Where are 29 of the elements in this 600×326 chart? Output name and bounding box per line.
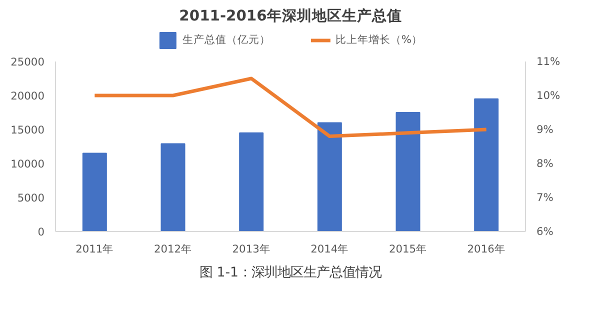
y-tick-label: 10000: [10, 158, 45, 170]
y-tick-label: 5000: [17, 192, 45, 204]
x-tick-label: 2014年: [310, 242, 349, 256]
bar: [160, 143, 186, 232]
bar: [317, 122, 342, 232]
chart-title: 2011-2016年深圳地区生产总值: [179, 8, 402, 24]
legend-label: 生产总值（亿元）: [182, 33, 270, 47]
caption: 图 1-1：深圳地区生产总值情况: [199, 266, 382, 280]
y-tick-label: 25000: [10, 56, 45, 68]
line-series: [92, 76, 488, 138]
y-tick-label: 0: [38, 226, 45, 238]
bar: [239, 132, 264, 232]
x-tick-label: 2016年: [467, 242, 506, 256]
y2-tick-label: 9%: [536, 123, 554, 136]
bar: [396, 112, 420, 232]
bar: [82, 152, 107, 232]
bar: [474, 98, 499, 232]
legend-label: 比上年增长（%）: [335, 33, 423, 47]
y2-tick-label: 8%: [536, 157, 554, 170]
y2-tick-label: 7%: [536, 191, 554, 204]
y2-tick-label: 11%: [536, 55, 560, 68]
x-tick-label: 2015年: [388, 242, 428, 256]
y-tick-label: 20000: [10, 90, 45, 102]
y2-tick-label: 10%: [536, 89, 560, 102]
x-tick-label: 2013年: [232, 242, 270, 256]
x-tick-label: 2011年: [76, 242, 114, 256]
y2-tick-label: 6%: [536, 225, 554, 238]
x-tick-label: 2012年: [154, 242, 192, 256]
y-tick-label: 15000: [10, 124, 45, 136]
